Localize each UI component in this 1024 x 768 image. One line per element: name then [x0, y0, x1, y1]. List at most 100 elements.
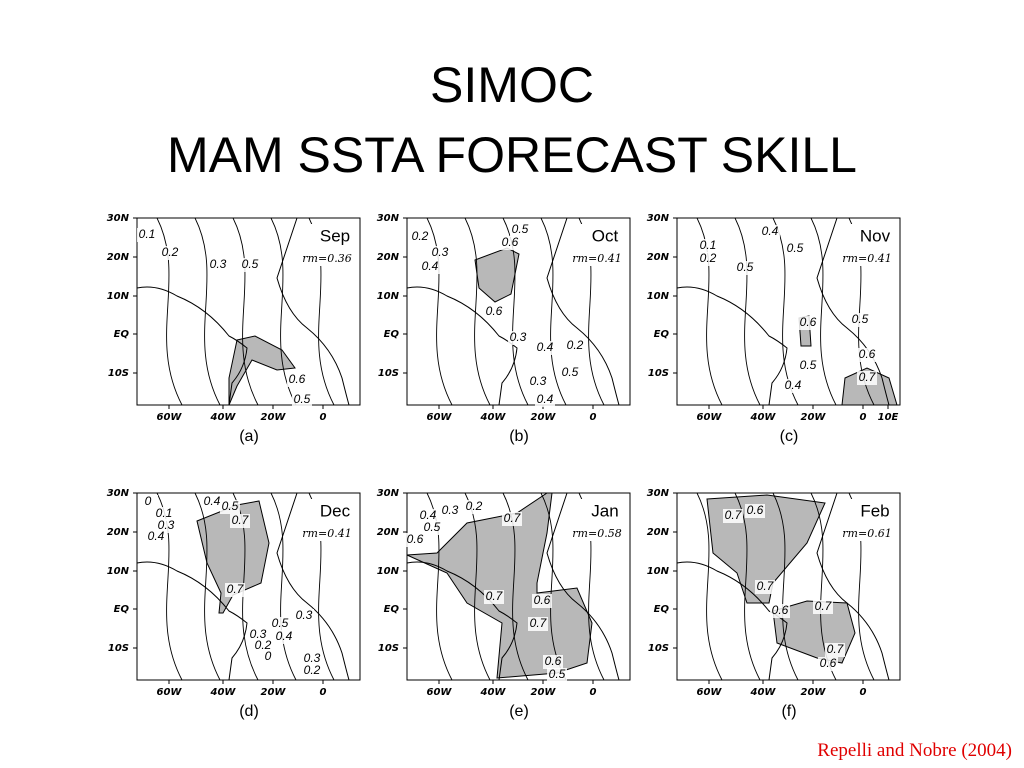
contour-label-bg [528, 375, 548, 389]
contour-line [464, 217, 491, 406]
contour-label: 0.3 [530, 374, 547, 388]
contour-label-bg [405, 533, 425, 547]
contour-label-bg [735, 261, 755, 275]
contour-label-bg [294, 609, 314, 623]
contour-label: 0.5 [512, 222, 529, 236]
contour-label: 0.2 [162, 245, 179, 259]
contour-label-bg [220, 500, 240, 514]
contour-label: 0.4 [204, 494, 221, 508]
contour-label: 0 [145, 494, 152, 508]
skill-shading [228, 335, 296, 406]
skill-shading [406, 492, 593, 679]
contour-label-bg [240, 258, 260, 272]
contour-label-bg [258, 650, 278, 664]
contour-label-bg [560, 366, 580, 380]
contour-label-bg [430, 246, 450, 260]
y-tick-label: 10N [647, 566, 670, 577]
contour-line [194, 217, 221, 406]
y-tick-label: 10N [377, 566, 400, 577]
panel-label: (d) [239, 703, 259, 720]
contour-label: 0.5 [800, 358, 817, 372]
contour-label-bg [248, 628, 268, 642]
citation: Repelli and Nobre (2004) [817, 740, 1012, 761]
contour-label: 0.6 [486, 304, 503, 318]
contour-label: 0.7 [725, 508, 743, 522]
contour-label-bg [253, 639, 273, 653]
contour-label-bg [270, 617, 290, 631]
y-tick-label: 10S [378, 368, 399, 379]
month-label: Nov [860, 226, 891, 245]
contour-label: 0.3 [304, 651, 321, 665]
contour-line [696, 492, 723, 681]
contour-label-bg [857, 348, 877, 362]
contour-label: 0.7 [530, 616, 548, 630]
panel-label: (b) [509, 428, 529, 445]
y-tick-label: 20N [647, 527, 670, 538]
y-tick-label: 30N [377, 213, 400, 224]
y-tick-label: 10S [108, 643, 129, 654]
contour-label-bg [302, 652, 322, 666]
rm-label: rm=0.41 [842, 252, 891, 265]
rm-label: rm=0.36 [302, 252, 351, 265]
contour-label: 0 [265, 649, 272, 663]
contour-label: 0.3 [210, 257, 227, 271]
month-label: Feb [860, 501, 889, 520]
contour-label-bg [508, 331, 528, 345]
y-tick-label: 10N [647, 291, 670, 302]
y-tick-label: 10S [108, 368, 129, 379]
map-panel: 30N 20N 10N EQ 10S 60W 40W 20W 0 0.1 0.2 0.3 0.5 0.6 0… [107, 213, 361, 445]
x-tick-label: 0 [590, 687, 597, 698]
contour-label-bg [418, 509, 438, 523]
y-tick-label: 20N [377, 527, 400, 538]
contour-label: 0.5 [562, 365, 579, 379]
contour-line [270, 217, 297, 406]
contour-label-bg [535, 393, 555, 407]
y-tick-label: 30N [647, 488, 670, 499]
map-panel: 30N 20N 10N EQ 10S 60W 40W 20W 0 10E 0.4 0.1 0.5 0.2 0… [647, 213, 901, 445]
contour-label: 0.4 [537, 392, 554, 406]
x-tick-label: 20W [531, 412, 557, 423]
panel-label: (e) [509, 703, 529, 720]
rm-label: rm=0.41 [572, 252, 621, 265]
x-tick-label: 20W [531, 687, 557, 698]
contour-label: 0.5 [242, 257, 259, 271]
contour-label: 0.2 [567, 338, 584, 352]
contour-label: 0.5 [549, 667, 566, 681]
y-tick-label: EQ [114, 604, 130, 615]
x-tick-label: 0 [590, 412, 597, 423]
map-frame [406, 217, 631, 406]
contour-label: 0.3 [296, 608, 313, 622]
contour-label: 0.6 [772, 603, 789, 617]
x-tick-label: 60W [427, 687, 453, 698]
y-tick-label: EQ [384, 329, 400, 340]
month-label: Jan [591, 501, 618, 520]
month-bg [575, 499, 625, 541]
contour-label: 0.4 [148, 529, 165, 543]
contour-label-bg [410, 230, 430, 244]
x-tick-label: 10E [878, 412, 899, 423]
contour-label-bg [230, 514, 250, 528]
contour-label-bg [547, 668, 567, 682]
contour-label-bg [500, 236, 520, 250]
contour-line [232, 217, 259, 406]
month-label: Sep [320, 226, 350, 245]
contour-label: 0.4 [762, 224, 779, 238]
contour-line [194, 492, 221, 681]
contour-label-bg [274, 630, 294, 644]
contour-label-bg [510, 223, 530, 237]
contour-label-bg [818, 657, 838, 671]
x-tick-label: 0 [320, 687, 327, 698]
contour-label-bg [484, 305, 504, 319]
contour-label: 0.3 [510, 330, 527, 344]
y-tick-label: 10S [648, 643, 669, 654]
contour-label: 0.6 [502, 235, 519, 249]
month-bg [305, 499, 355, 541]
y-tick-label: EQ [654, 604, 670, 615]
y-tick-label: 10N [107, 291, 130, 302]
panel-label: (a) [239, 428, 259, 445]
contour-label-bg [160, 246, 180, 260]
y-tick-label: 20N [647, 252, 670, 263]
contour-line [810, 217, 837, 406]
contour-label-bg [422, 521, 442, 535]
